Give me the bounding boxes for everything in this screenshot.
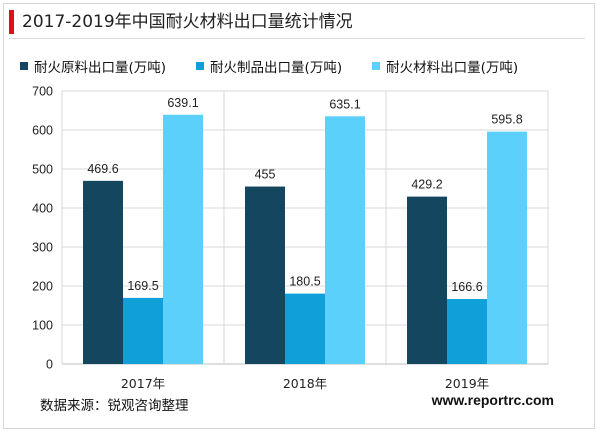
y-tick-label: 500 — [32, 163, 53, 177]
bar — [163, 114, 203, 364]
y-tick-label: 400 — [32, 202, 53, 216]
y-tick-label: 300 — [32, 241, 53, 255]
legend-swatch-total — [372, 62, 381, 70]
y-tick-label: 100 — [32, 319, 53, 333]
data-label: 180.5 — [289, 275, 320, 289]
x-category-label: 2018年 — [283, 376, 327, 391]
bar — [325, 116, 365, 364]
legend-label-raw: 耐火原料出口量(万吨) — [34, 60, 167, 76]
data-label: 469.6 — [87, 162, 118, 176]
legend-item-raw: 耐火原料出口量(万吨) — [20, 56, 166, 76]
data-label: 169.5 — [127, 279, 158, 293]
website-label: www.reportrc.com — [431, 392, 554, 408]
y-tick-label: 600 — [32, 124, 53, 138]
bar — [245, 186, 285, 364]
y-tick-label: 0 — [46, 358, 53, 372]
data-label: 635.1 — [329, 97, 360, 111]
data-source: 数据来源：锐观咨询整理 — [40, 398, 189, 414]
legend-swatch-products — [196, 62, 205, 70]
title-accent-bar — [9, 10, 14, 34]
data-label: 429.2 — [411, 178, 442, 192]
legend-swatch-raw — [20, 62, 28, 70]
chart-title: 2017-2019年中国耐火材料出口量统计情况 — [22, 12, 353, 32]
bar — [83, 180, 123, 364]
bar — [285, 293, 325, 364]
legend-label-total: 耐火材料出口量(万吨) — [386, 60, 519, 76]
data-label: 639.1 — [167, 96, 198, 110]
bar — [407, 196, 447, 364]
y-tick-label: 700 — [32, 85, 53, 99]
bar — [487, 131, 527, 364]
legend-item-total: 耐火材料出口量(万吨) — [372, 56, 518, 76]
data-label: 166.6 — [451, 280, 482, 294]
y-tick-label: 200 — [32, 280, 53, 294]
legend-item-products: 耐火制品出口量(万吨) — [196, 56, 342, 76]
bar — [123, 297, 163, 364]
x-category-label: 2017年 — [121, 376, 165, 391]
title-divider — [9, 38, 585, 39]
legend: 耐火原料出口量(万吨) 耐火制品出口量(万吨) 耐火材料出口量(万吨) — [20, 56, 548, 76]
data-label: 595.8 — [491, 113, 522, 127]
bar — [447, 299, 487, 364]
legend-label-products: 耐火制品出口量(万吨) — [210, 60, 343, 76]
data-label: 455 — [255, 168, 276, 182]
x-category-label: 2019年 — [445, 376, 489, 391]
